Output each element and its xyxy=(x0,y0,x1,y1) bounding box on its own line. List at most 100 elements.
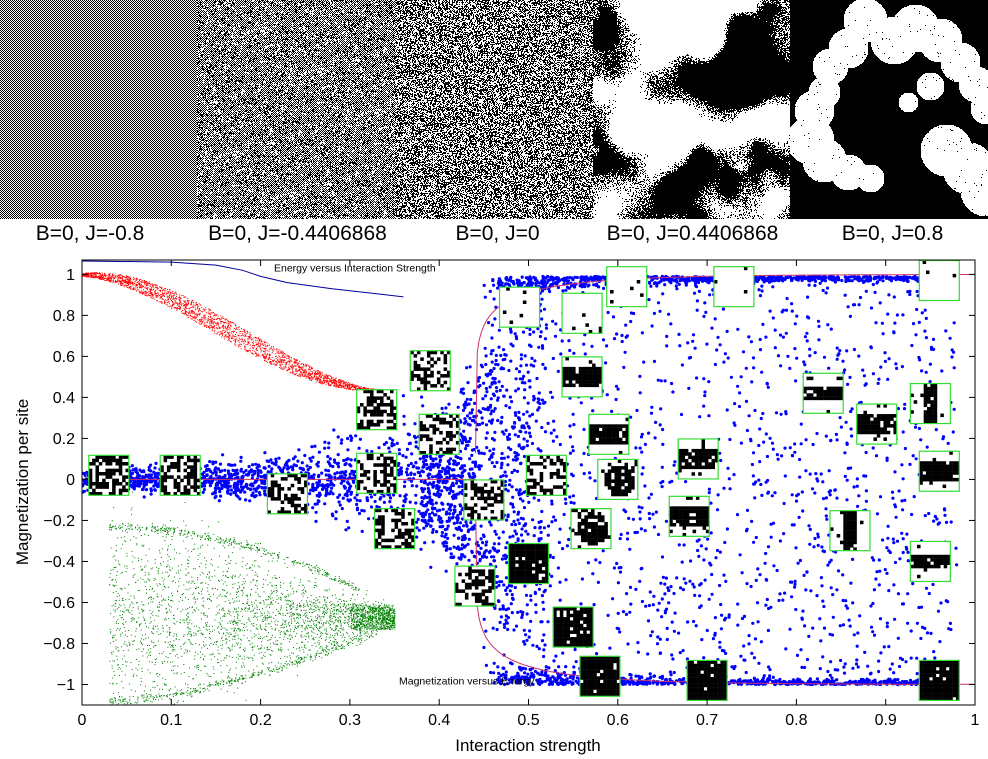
blue-point xyxy=(528,332,532,336)
blue-point xyxy=(340,474,344,478)
blue-point xyxy=(533,526,537,530)
blue-point xyxy=(438,473,442,477)
blue-point xyxy=(744,366,748,370)
blue-point xyxy=(239,459,243,463)
blue-point xyxy=(595,652,599,656)
blue-point xyxy=(553,334,558,338)
blue-point xyxy=(591,409,595,413)
blue-point xyxy=(484,629,488,633)
blue-point xyxy=(332,428,336,432)
blue-point xyxy=(654,420,658,424)
blue-point xyxy=(496,363,500,367)
blue-point xyxy=(421,404,425,408)
blue-point xyxy=(660,555,665,559)
blue-point xyxy=(256,485,260,489)
blue-point xyxy=(130,471,135,475)
blue-point xyxy=(493,430,497,434)
blue-point xyxy=(306,468,310,472)
blue-point xyxy=(420,469,424,473)
blue-point xyxy=(815,594,819,598)
blue-point xyxy=(774,411,779,415)
blue-point xyxy=(373,499,377,504)
blue-point xyxy=(502,622,506,627)
blue-point xyxy=(733,402,737,406)
blue-point xyxy=(485,540,489,544)
blue-point xyxy=(484,663,488,668)
blue-point xyxy=(621,610,626,614)
blue-point xyxy=(485,390,489,394)
blue-point xyxy=(355,493,359,497)
blue-point xyxy=(409,472,413,476)
blue-point xyxy=(369,495,373,499)
blue-point xyxy=(535,376,539,381)
blue-point xyxy=(550,574,554,579)
blue-point xyxy=(470,453,474,457)
blue-point xyxy=(943,513,947,517)
blue-point xyxy=(862,374,867,378)
blue-point xyxy=(564,578,568,582)
blue-point xyxy=(398,469,402,473)
blue-point xyxy=(611,315,616,319)
blue-point xyxy=(546,421,550,425)
blue-point xyxy=(677,282,681,286)
blue-point xyxy=(263,480,267,484)
blue-point xyxy=(806,295,810,299)
blue-point xyxy=(542,633,546,637)
blue-point xyxy=(82,490,85,494)
blue-point xyxy=(82,482,85,487)
blue-point xyxy=(778,333,783,337)
blue-point xyxy=(783,591,787,595)
blue-point xyxy=(656,532,661,537)
blue-point xyxy=(678,278,682,283)
blue-point xyxy=(641,466,645,470)
blue-point xyxy=(843,474,847,478)
blue-point xyxy=(707,380,711,384)
blue-point xyxy=(226,486,230,490)
blue-point xyxy=(149,480,154,484)
blue-point xyxy=(498,620,502,625)
blue-point xyxy=(718,640,722,644)
blue-point xyxy=(809,589,813,593)
blue-point xyxy=(691,582,695,586)
blue-point xyxy=(747,414,751,418)
blue-point xyxy=(561,547,565,551)
blue-point xyxy=(451,512,455,516)
blue-point xyxy=(430,519,434,523)
blue-point xyxy=(758,427,762,431)
blue-point xyxy=(670,653,674,657)
lattice-snapshot-critical-antiferro xyxy=(197,0,396,219)
blue-point xyxy=(478,422,482,427)
blue-point xyxy=(805,315,810,319)
blue-point xyxy=(441,524,445,529)
blue-point xyxy=(622,508,626,512)
blue-point xyxy=(564,501,568,505)
blue-point xyxy=(857,494,861,498)
blue-point xyxy=(954,546,958,550)
blue-point xyxy=(649,411,654,415)
blue-point xyxy=(134,470,138,474)
blue-point xyxy=(628,610,632,614)
blue-point xyxy=(885,621,889,625)
blue-point xyxy=(758,460,762,464)
blue-point xyxy=(452,533,456,537)
blue-point xyxy=(936,609,941,613)
blue-point xyxy=(315,462,319,466)
blue-point xyxy=(470,411,474,415)
blue-point xyxy=(727,477,731,481)
blue-point xyxy=(461,535,465,539)
blue-point xyxy=(405,473,410,477)
blue-point xyxy=(776,354,781,358)
blue-point xyxy=(820,584,824,588)
blue-point xyxy=(879,365,883,369)
blue-point xyxy=(452,462,456,466)
blue-point xyxy=(462,429,466,433)
blue-point xyxy=(821,549,825,553)
blue-point xyxy=(274,463,278,467)
blue-point xyxy=(684,581,688,585)
blue-point xyxy=(877,558,881,562)
blue-point xyxy=(476,544,480,548)
blue-point xyxy=(220,469,224,473)
blue-point xyxy=(490,409,494,413)
blue-point xyxy=(239,485,243,489)
blue-point xyxy=(235,468,239,472)
